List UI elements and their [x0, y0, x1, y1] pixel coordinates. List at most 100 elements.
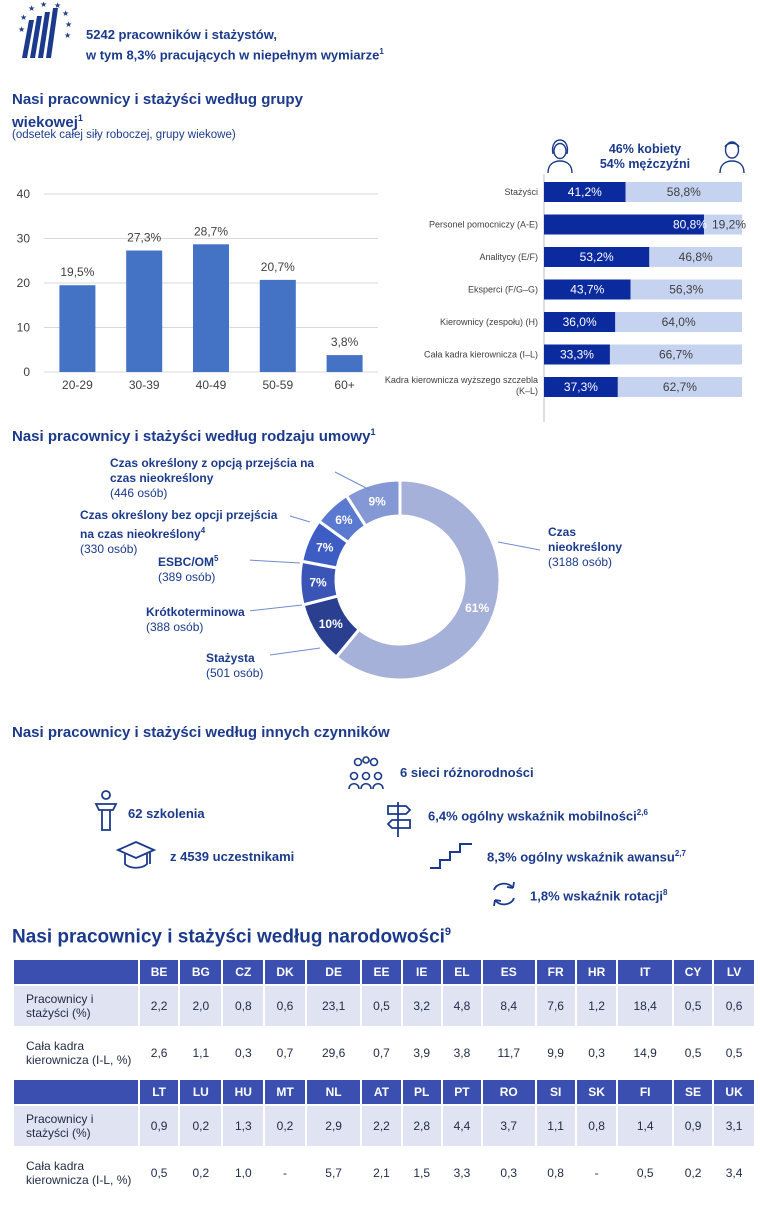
- contract-label-2-name: Czas określony bez opcji przejścia: [80, 508, 278, 522]
- staff-value: 0,5: [673, 986, 713, 1026]
- gender-category-label: Personel pomocniczy (A-E): [429, 220, 538, 230]
- age-title-line2: wiekowej: [12, 114, 78, 131]
- age-value-label: 3,8%: [331, 335, 359, 349]
- svg-text:★: ★: [54, 2, 61, 10]
- gender-category-label: Eksperci (F/G–G): [468, 285, 538, 295]
- management-value: 0,3: [483, 1148, 535, 1198]
- country-code: MT: [265, 1080, 305, 1104]
- country-code: EE: [362, 960, 401, 984]
- management-value: 5,7: [306, 1148, 361, 1198]
- staff-row: Pracownicy i stażyści (%) 0,9 0,2 1,3 0,2 2,9…: [14, 1106, 754, 1146]
- gender-bar-women: [544, 182, 626, 202]
- country-code: HR: [576, 960, 617, 984]
- svg-text:★: ★: [28, 4, 35, 13]
- contract-label-2-count: (330 osób): [80, 542, 138, 556]
- gender-bar-men: [609, 344, 742, 365]
- staff-value: 2,2: [140, 986, 179, 1026]
- age-value-label: 19,5%: [60, 265, 94, 279]
- nationality-table: BE BG CZ DK DE EE IE EL ES FR HR IT CY LV Pracownicy i…: [12, 958, 756, 1200]
- staff-value: 1,3: [223, 1106, 264, 1146]
- factors-title: Nasi pracownicy i stażyści według innych…: [12, 724, 390, 741]
- gender-value-women: 36,0%: [563, 315, 597, 329]
- management-value: 0,5: [673, 1028, 713, 1078]
- gender-bar-women: [544, 214, 704, 235]
- age-ytick-label: 10: [17, 321, 31, 335]
- man-icon: [719, 141, 745, 174]
- promotion-text: 8,3% ogólny wskaźnik awansu: [487, 849, 675, 865]
- age-bar-chart: 0 10 20 30 40 19,5% 20-29 27,3% 30-39 28,7% 40-49 2…: [17, 187, 378, 392]
- gender-value-men: 46,8%: [679, 250, 713, 264]
- donut-leader-line: [289, 515, 311, 523]
- donut-slice-label: 9%: [368, 494, 386, 508]
- management-value: 1,5: [402, 1148, 441, 1198]
- nationality-title: Nasi pracownicy i stażyści według narodo…: [12, 926, 445, 948]
- gender-bar-men: [617, 377, 742, 397]
- woman-icon: [547, 139, 573, 174]
- gender-bar-women: [544, 279, 631, 300]
- donut-leader-line: [497, 541, 541, 551]
- staff-value: 3,1: [714, 1106, 754, 1146]
- header-line2: w tym 8,3% pracujących w niepełnym wymia…: [86, 47, 380, 63]
- donut-slice-label: 10%: [319, 617, 343, 631]
- staff-value: 4,8: [442, 986, 482, 1026]
- management-value: 11,7: [483, 1028, 535, 1078]
- contracts-title: Nasi pracownicy i stażyści według rodzaj…: [12, 428, 371, 445]
- gender-bar-men: [625, 182, 742, 202]
- country-code: BG: [180, 960, 222, 984]
- management-value: 0,3: [223, 1028, 264, 1078]
- management-value: 1,1: [180, 1028, 222, 1078]
- donut-slice: [334, 478, 502, 682]
- donut-slice-label: 7%: [309, 576, 327, 590]
- staff-row-label: Pracownicy i stażyści (%): [14, 986, 138, 1026]
- gender-value-men: 62,7%: [663, 380, 697, 394]
- country-code: UK: [714, 1080, 754, 1104]
- gender-category-label: (K–L): [516, 386, 538, 396]
- contract-label-4-count: (388 osób): [146, 620, 204, 634]
- donut-slice: [344, 478, 402, 529]
- country-code: ES: [483, 960, 535, 984]
- country-code: PT: [442, 1080, 482, 1104]
- management-value: 3,9: [402, 1028, 441, 1078]
- gender-value-men: 64,0%: [662, 315, 696, 329]
- contracts-donut-chart: 61%10%7%7%6%9%: [250, 471, 541, 682]
- age-category-label: 20-29: [62, 378, 93, 392]
- gender-category-label: Analitycy (E/F): [479, 252, 538, 262]
- age-bar: [59, 285, 96, 372]
- gender-bar-women: [544, 312, 616, 332]
- contract-label-5-name: Stażysta: [206, 651, 255, 665]
- country-code: LV: [714, 960, 754, 984]
- trainer-icon: [94, 790, 118, 831]
- country-code: IE: [402, 960, 441, 984]
- staff-value: 1,2: [576, 986, 617, 1026]
- contract-label-4-name: Krótkoterminowa: [146, 605, 245, 619]
- donut-leader-line: [250, 604, 303, 612]
- staff-value: 0,8: [576, 1106, 617, 1146]
- header-blank-cell: [14, 960, 138, 984]
- staff-value: 3,7: [483, 1106, 535, 1146]
- age-value-label: 28,7%: [194, 224, 228, 238]
- svg-text:★: ★: [62, 9, 69, 18]
- nationality-header-row: BE BG CZ DK DE EE IE EL ES FR HR IT CY LV: [14, 960, 754, 984]
- donut-slice-label: 61%: [465, 601, 489, 615]
- staff-value: 0,2: [180, 1106, 222, 1146]
- staff-value: 0,8: [223, 986, 264, 1026]
- staff-value: 8,4: [483, 986, 535, 1026]
- age-ytick-label: 20: [17, 276, 31, 290]
- contract-label-6-name: Czas: [548, 525, 577, 539]
- age-bar: [259, 279, 296, 372]
- ecb-logo: ★★★ ★ ★★ ★★: [18, 2, 72, 58]
- gender-bar-chart: Stażyści 41,2% 58,8% Personel pomocniczy (A…: [385, 174, 746, 422]
- gender-value-women: 43,7%: [570, 283, 604, 297]
- management-value: 0,5: [714, 1028, 754, 1078]
- staff-value: 2,9: [306, 1106, 361, 1146]
- svg-text:★: ★: [40, 2, 47, 9]
- networks-text: 6 sieci różnorodności: [400, 765, 534, 780]
- management-value: 0,3: [576, 1028, 617, 1078]
- country-code: AT: [362, 1080, 401, 1104]
- management-value: 0,5: [140, 1148, 179, 1198]
- country-code: LU: [180, 1080, 222, 1104]
- age-category-label: 30-39: [129, 378, 160, 392]
- people-group-icon: [348, 756, 384, 790]
- staff-value: 23,1: [306, 986, 361, 1026]
- donut-slice-label: 7%: [316, 540, 334, 554]
